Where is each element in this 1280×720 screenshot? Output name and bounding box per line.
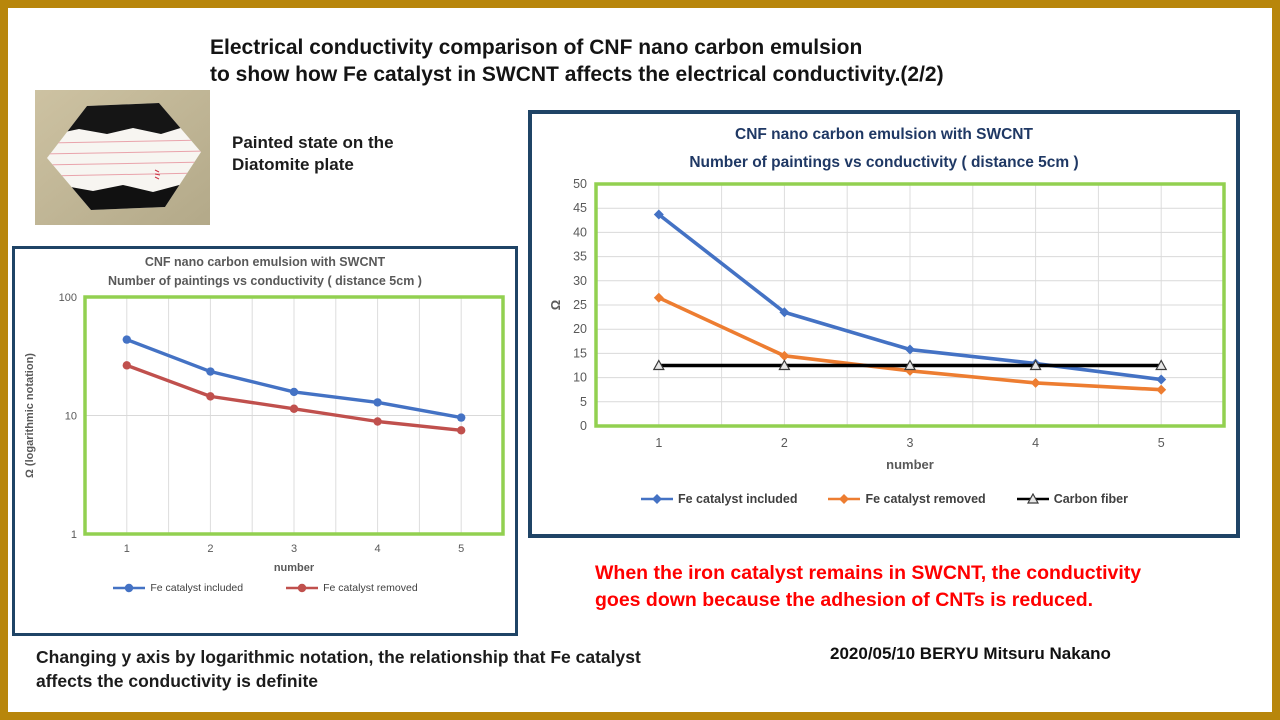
red-note-line1: When the iron catalyst remains in SWCNT,…	[595, 562, 1142, 584]
svg-text:25: 25	[573, 298, 587, 312]
svg-text:number: number	[274, 562, 315, 574]
log-chart-legend: Fe catalyst included Fe catalyst removed	[15, 582, 515, 594]
svg-text:4: 4	[375, 543, 381, 555]
svg-text:5: 5	[580, 395, 587, 409]
bottom-note-line1: Changing y axis by logarithmic notation,…	[36, 647, 641, 667]
linear-chart-title-line2: Number of paintings vs conductivity ( di…	[689, 154, 1079, 171]
legend-label: Fe catalyst removed	[323, 581, 418, 594]
legend-marker-icon	[1016, 493, 1049, 504]
photo-caption-line1: Painted state on the	[232, 133, 394, 152]
legend-item-fe-catalyst-removed: Fe catalyst removed	[285, 582, 418, 594]
svg-text:10: 10	[65, 410, 77, 422]
svg-text:3: 3	[907, 436, 914, 450]
svg-text:1: 1	[124, 543, 130, 555]
legend-marker-icon	[828, 494, 861, 504]
slide-title-line2: to show how Fe catalyst in SWCNT affects…	[210, 63, 944, 87]
slide-title-line1: Electrical conductivity comparison of CN…	[210, 36, 863, 59]
bottom-note: Changing y axis by logarithmic notation,…	[36, 646, 641, 693]
legend-marker-icon	[113, 583, 146, 592]
svg-text:30: 30	[573, 274, 587, 288]
log-chart: CNF nano carbon emulsion with SWCNT Numb…	[12, 246, 518, 636]
svg-text:4: 4	[1032, 436, 1039, 450]
log-chart-title-line1: CNF nano carbon emulsion with SWCNT	[144, 255, 386, 269]
red-conclusion-note: When the iron catalyst remains in SWCNT,…	[595, 560, 1243, 615]
legend-item-fe-catalyst-included: Fe catalyst included	[112, 582, 243, 594]
legend-item-carbon-fiber: Carbon fiber	[1016, 492, 1128, 506]
log-chart-title-line2: Number of paintings vs conductivity ( di…	[108, 274, 422, 289]
legend-item-fe-catalyst-removed: Fe catalyst removed	[827, 492, 986, 506]
log-chart-plot: 1 10 100 1 2 3 4 5 number Ω (logarithmic notation…	[24, 292, 505, 574]
diatomite-plate-photo	[35, 90, 210, 225]
svg-text:45: 45	[573, 201, 587, 215]
svg-text:100: 100	[59, 292, 77, 304]
svg-text:Ω: Ω	[548, 300, 563, 310]
slide-title: Electrical conductivity comparison of CN…	[210, 34, 944, 89]
svg-text:3: 3	[291, 543, 297, 555]
legend-marker-icon	[286, 583, 319, 592]
svg-text:1: 1	[655, 436, 662, 450]
svg-text:2: 2	[207, 543, 213, 555]
svg-text:5: 5	[1158, 436, 1165, 450]
svg-text:10: 10	[573, 371, 587, 385]
author-credit: 2020/05/10 BERYU Mitsuru Nakano	[830, 644, 1111, 663]
svg-text:2: 2	[781, 436, 788, 450]
svg-text:35: 35	[573, 250, 587, 264]
svg-text:0: 0	[580, 419, 587, 433]
svg-text:40: 40	[573, 225, 587, 239]
red-note-line2: goes down because the adhesion of CNTs i…	[595, 589, 1094, 612]
legend-item-fe-catalyst-included: Fe catalyst included	[640, 492, 797, 506]
linear-chart-title-line1: CNF nano carbon emulsion with SWCNT	[735, 126, 1033, 143]
photo-caption-line2: Diatomite plate	[232, 155, 354, 175]
photo-caption: Painted state on the Diatomite plate	[232, 132, 394, 176]
linear-chart-legend: Fe catalyst included Fe catalyst removed C…	[532, 492, 1236, 506]
legend-label: Carbon fiber	[1053, 492, 1128, 506]
legend-label: Fe catalyst included	[678, 492, 798, 506]
svg-text:20: 20	[573, 322, 587, 336]
legend-label: Fe catalyst included	[150, 581, 244, 594]
svg-text:Ω (logarithmic notation): Ω (logarithmic notation)	[24, 352, 36, 477]
log-chart-title: CNF nano carbon emulsion with SWCNT Numb…	[15, 253, 515, 292]
linear-chart: CNF nano carbon emulsion with SWCNT Numb…	[528, 110, 1240, 538]
bottom-note-line2: affects the conductivity is definite	[36, 670, 318, 691]
legend-marker-icon	[641, 494, 673, 504]
svg-text:15: 15	[573, 346, 587, 360]
svg-text:number: number	[886, 457, 934, 472]
legend-label: Fe catalyst removed	[865, 492, 986, 506]
svg-text:1: 1	[71, 529, 77, 541]
svg-text:5: 5	[458, 543, 464, 555]
svg-text:50: 50	[573, 178, 587, 191]
